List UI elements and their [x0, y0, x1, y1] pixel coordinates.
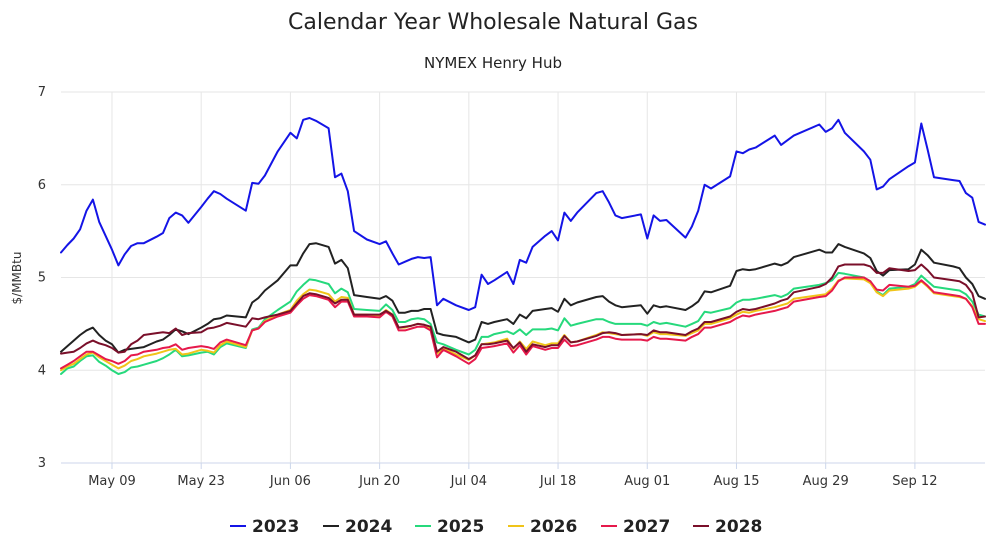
series — [60, 117, 986, 375]
legend-item-2025[interactable]: 2025 — [415, 517, 484, 537]
x-tick-label: Jul 04 — [450, 474, 487, 489]
legend-item-2026[interactable]: 2026 — [508, 517, 577, 537]
series-line-2023 — [60, 117, 986, 311]
legend-item-2024[interactable]: 2024 — [323, 517, 392, 537]
legend-item-2027[interactable]: 2027 — [601, 517, 670, 537]
x-tick-label: Aug 15 — [713, 474, 759, 489]
x-tick-label: May 23 — [177, 474, 225, 489]
y-tick-label: 6 — [38, 178, 46, 193]
y-axis-title: $/MMBtu — [10, 252, 24, 305]
x-tick-label: Jun 20 — [358, 474, 400, 489]
legend-label: 2025 — [437, 517, 484, 537]
x-tick-label: May 09 — [88, 474, 136, 489]
legend-item-2023[interactable]: 2023 — [230, 517, 299, 537]
grid — [61, 91, 985, 464]
legend-item-2028[interactable]: 2028 — [693, 517, 762, 537]
y-tick-label: 4 — [38, 363, 46, 378]
x-tick-label: Aug 01 — [624, 474, 670, 489]
legend-label: 2028 — [715, 517, 762, 537]
legend-label: 2023 — [252, 517, 299, 537]
chart-title: Calendar Year Wholesale Natural Gas — [288, 10, 698, 35]
legend-label: 2027 — [623, 517, 670, 537]
x-tick-label: Aug 29 — [803, 474, 849, 489]
y-tick-label: 7 — [38, 85, 46, 100]
series-line-2028 — [60, 263, 986, 361]
x-tick-label: Jun 06 — [269, 474, 311, 489]
x-tick-label: Sep 12 — [892, 474, 937, 489]
series-line-2027 — [60, 276, 986, 370]
legend-label: 2026 — [530, 517, 577, 537]
axes: 3 4 5 6 7 May 09 May 23 Jun 06 Jun 20 Jul 04 Jul 1… — [38, 85, 985, 489]
legend[interactable]: 2023 2024 2025 2026 2027 2028 — [230, 517, 762, 537]
legend-label: 2024 — [345, 517, 392, 537]
x-tick-label: Jul 18 — [539, 474, 576, 489]
chart-subtitle: NYMEX Henry Hub — [424, 54, 562, 72]
y-tick-label: 3 — [38, 456, 46, 471]
y-tick-label: 5 — [38, 271, 46, 286]
